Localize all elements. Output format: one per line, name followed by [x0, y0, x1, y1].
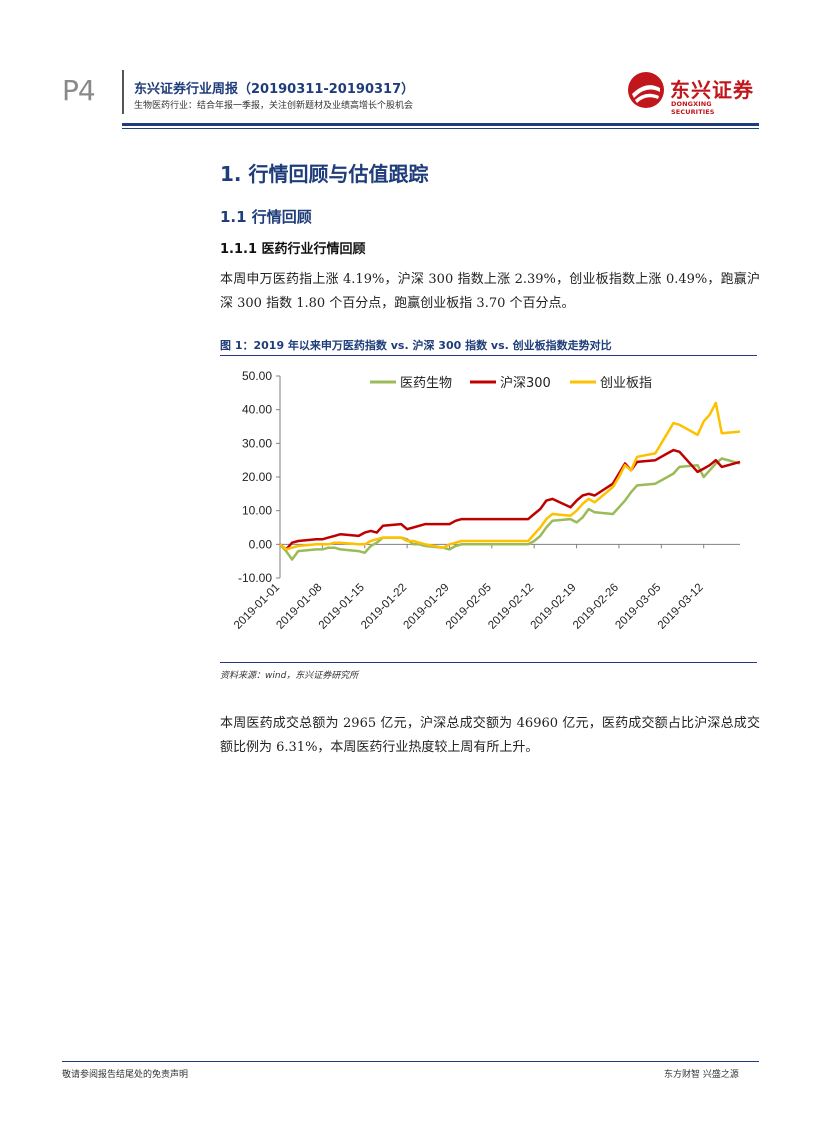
legend-label: 沪深300 — [500, 375, 551, 391]
report-subtitle: 生物医药行业：结合年报一季报，关注创新题材及业绩高增长个股机会 — [134, 101, 414, 111]
y-tick-label: -10.00 — [238, 571, 272, 585]
y-tick-label: 50.00 — [242, 369, 272, 383]
y-axis: 50.00 40.00 30.00 20.00 10.00 0.00 -10.00 — [238, 369, 281, 585]
y-tick-label: 10.00 — [242, 504, 272, 518]
figure-rule-bottom — [220, 662, 757, 663]
logo-text-en: DONGXING SECURITIES — [671, 100, 715, 116]
y-tick-label: 20.00 — [242, 470, 272, 484]
y-tick-label: 40.00 — [242, 403, 272, 417]
chart-series — [279, 401, 741, 561]
y-tick-label: 30.00 — [242, 436, 272, 450]
disclaimer-note: 敬请参阅报告结尾处的免责声明 — [62, 1070, 189, 1080]
section-heading-2: 1.1 行情回顾 — [220, 208, 312, 226]
series-line-1 — [279, 448, 741, 551]
legend-label: 创业板指 — [600, 376, 652, 391]
header-rule-thin — [122, 128, 759, 129]
header-separator — [122, 70, 124, 114]
y-tick-label: 0.00 — [249, 537, 273, 551]
series-line-2 — [279, 401, 741, 551]
line-chart: 50.00 40.00 30.00 20.00 10.00 0.00 -10.00 2019… — [232, 369, 741, 632]
section-heading-1: 1. 行情回顾与估值跟踪 — [220, 162, 429, 186]
x-axis: 2019-01-012019-01-082019-01-152019-01-22… — [232, 543, 740, 632]
report-title: 东兴证券行业周报（20190311-20190317） — [134, 82, 415, 97]
header-rule — [122, 123, 759, 126]
logo-text-cn: 东兴证券 — [670, 78, 754, 102]
body-paragraph-1: 本周申万医药指上涨 4.19%，沪深 300 指数上涨 2.39%，创业板指数上… — [220, 272, 760, 311]
body-paragraph-2: 本周医药成交总额为 2965 亿元，沪深总成交额为 46960 亿元，医药成交额… — [220, 716, 760, 755]
legend-label: 医药生物 — [400, 376, 452, 391]
logo-mark-icon — [628, 72, 664, 108]
page-number: P4 — [62, 74, 96, 107]
section-heading-3: 1.1.1 医药行业行情回顾 — [220, 242, 366, 257]
footer-rule — [62, 1061, 759, 1062]
company-logo: 东兴证券 DONGXING SECURITIES — [626, 70, 756, 116]
figure-source: 资料来源：wind，东兴证券研究所 — [220, 671, 359, 681]
figure-caption: 图 1：2019 年以来申万医药指数 vs. 沪深 300 指数 vs. 创业板… — [220, 339, 612, 352]
series-line-0 — [279, 457, 741, 561]
x-tick-label: 2019-03-12 — [656, 582, 706, 632]
figure-rule-top — [220, 355, 757, 356]
footer-slogan: 东方财智 兴盛之源 — [664, 1070, 739, 1080]
chart-legend: 医药生物 沪深300 创业板指 — [370, 375, 652, 391]
